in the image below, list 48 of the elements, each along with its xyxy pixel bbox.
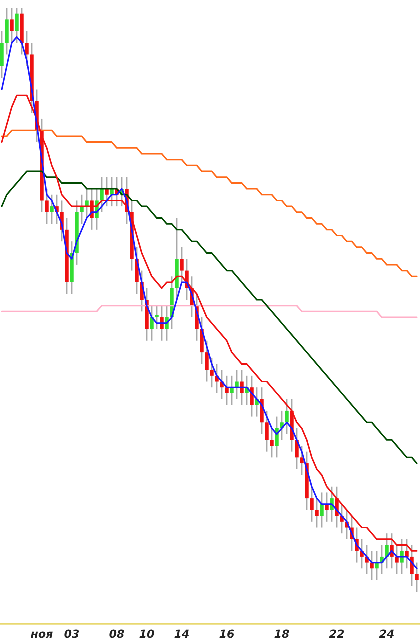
candlestick — [210, 358, 214, 388]
candlestick — [80, 194, 84, 225]
candlestick — [15, 7, 19, 44]
x-tick-label: 03 — [64, 630, 80, 638]
candlestick — [285, 398, 289, 436]
candlestick — [275, 416, 279, 458]
x-tick-label: 10 — [140, 630, 154, 638]
candlestick — [10, 7, 14, 44]
candlestick — [155, 305, 159, 330]
candlestick — [270, 428, 274, 458]
candlestick — [250, 375, 254, 418]
candlestick — [240, 369, 244, 406]
candlestick — [385, 532, 389, 570]
candlestick — [370, 550, 374, 582]
candlestick — [315, 498, 319, 528]
candlestick — [400, 538, 404, 576]
candlestick — [45, 188, 49, 225]
candlestick — [235, 369, 239, 400]
candlestick — [320, 492, 324, 528]
x-tick-label: 16 — [220, 630, 234, 638]
candlestick — [260, 386, 264, 436]
candlestick — [5, 7, 9, 56]
candlestick — [295, 428, 299, 470]
candlestick — [0, 30, 4, 79]
candlestick — [205, 340, 209, 382]
x-tick-label: 14 — [174, 630, 190, 638]
x-tick-label: ноя — [31, 632, 53, 638]
candlestick — [150, 305, 154, 342]
x-tick-label: 18 — [274, 630, 290, 638]
candlestick — [225, 375, 229, 406]
x-tick-label: 08 — [110, 630, 124, 638]
candlestick — [200, 316, 204, 365]
candlestick — [105, 176, 109, 208]
candlestick — [25, 30, 29, 68]
candlestick — [180, 246, 184, 284]
x-tick-label: 22 — [329, 630, 344, 638]
candlestick — [85, 188, 89, 219]
x-tick-label: 24 — [379, 630, 394, 638]
candlestick — [50, 194, 54, 225]
candlestick — [310, 486, 314, 523]
candlestick — [325, 492, 329, 523]
candlestick — [375, 550, 379, 582]
candlestick — [300, 445, 304, 476]
candlestick — [100, 176, 104, 214]
candlestick — [415, 562, 419, 593]
candlestick — [160, 305, 164, 342]
candlestick — [230, 375, 234, 406]
candlestick — [265, 410, 269, 453]
